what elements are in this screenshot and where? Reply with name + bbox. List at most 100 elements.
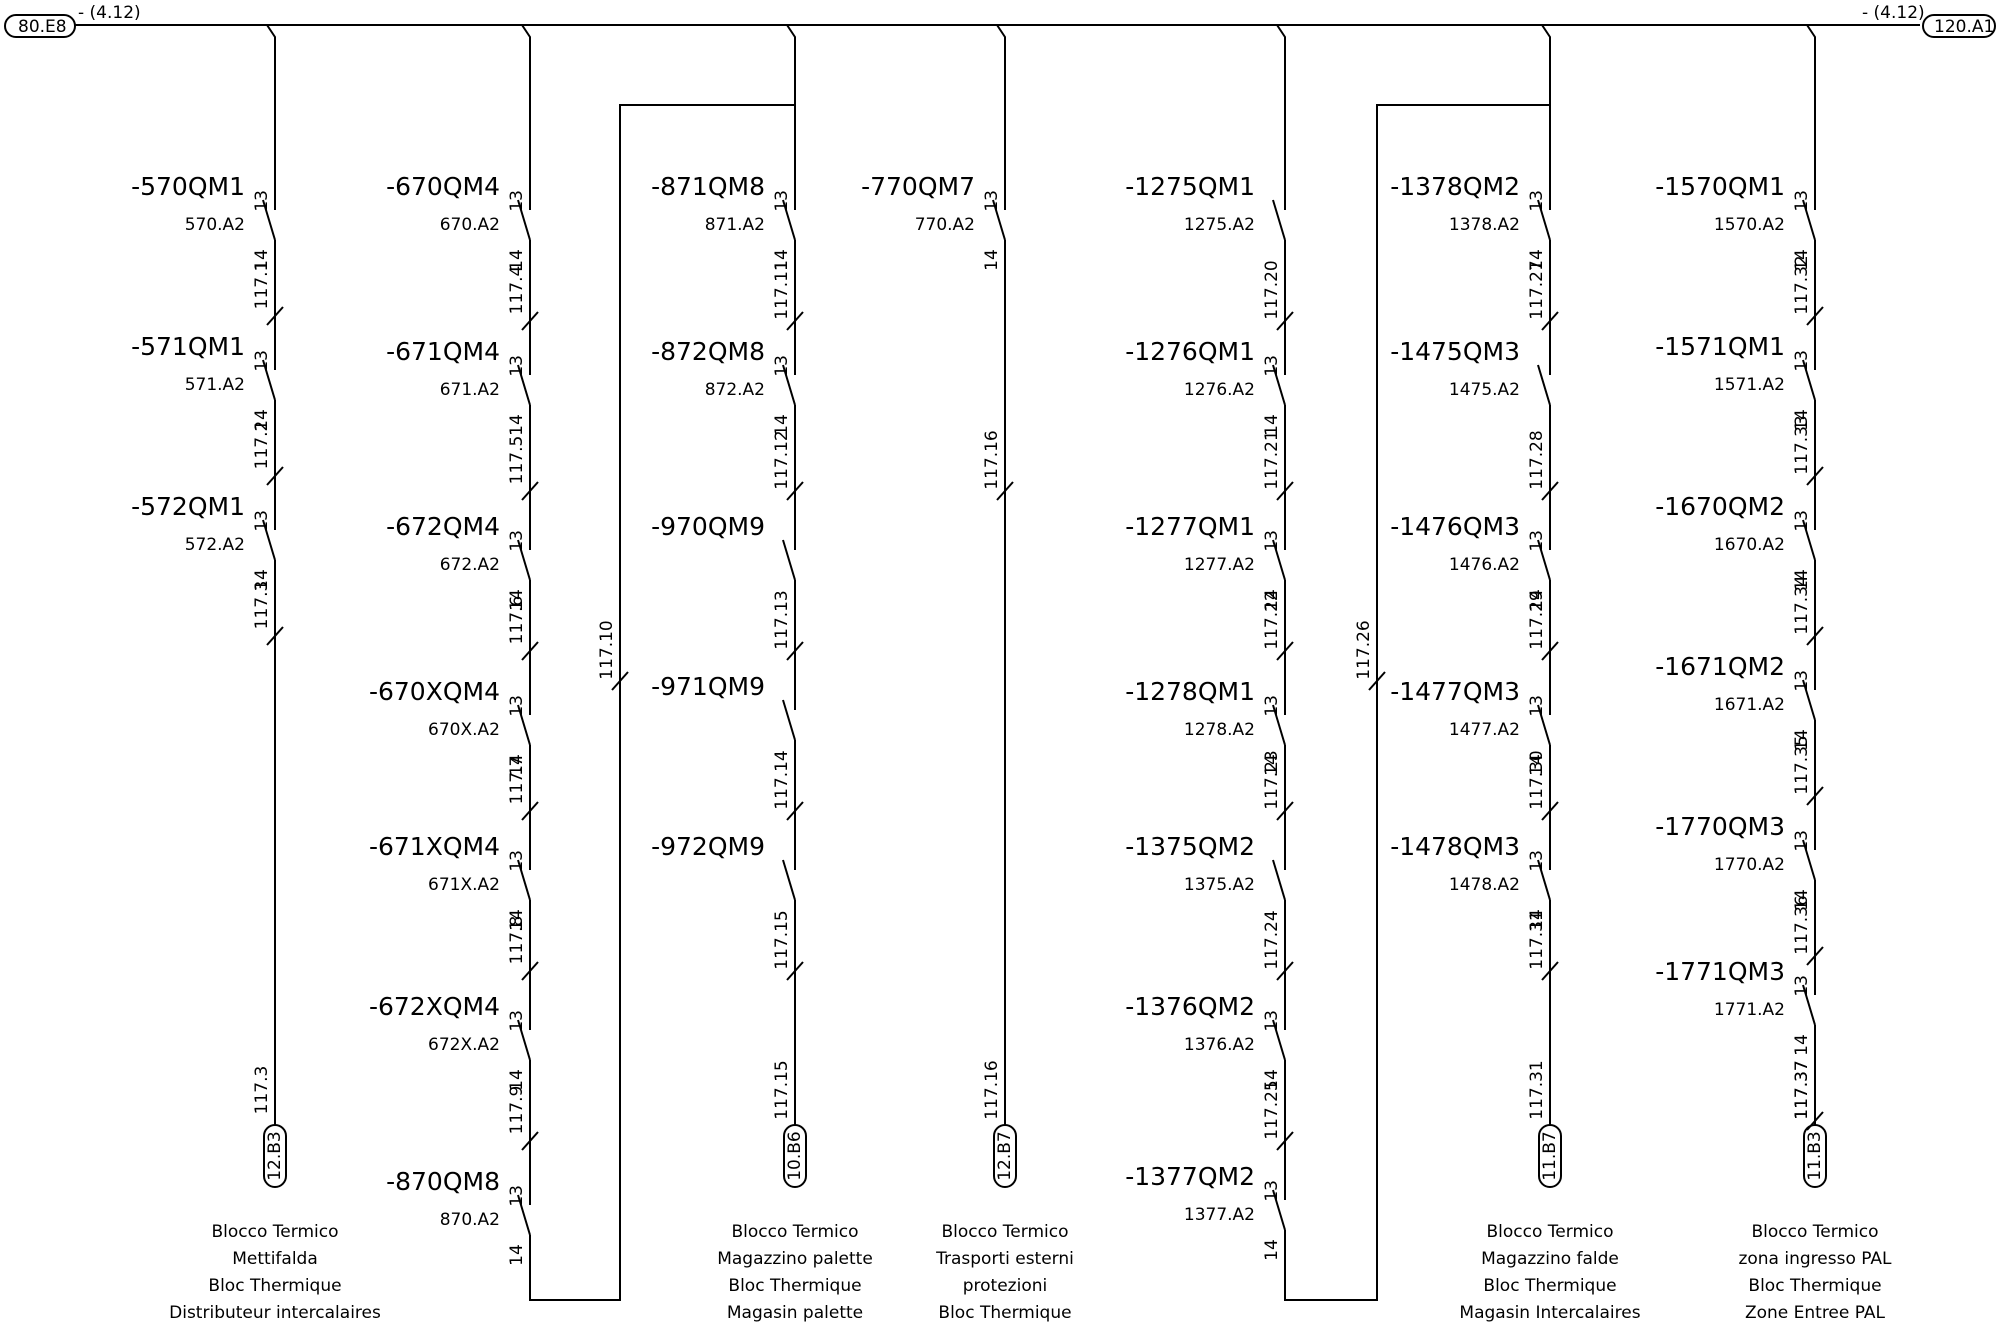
wire-number: 117.32 (1792, 255, 1812, 314)
wire-tick (1806, 466, 1824, 486)
return-loop (529, 104, 796, 1301)
device-name: -1278QM1 (1125, 677, 1255, 706)
device-ref: 672.A2 (440, 555, 500, 575)
device-name: -671XQM4 (369, 832, 500, 861)
terminal-13: 13 (1262, 530, 1282, 552)
bus-drop (786, 24, 796, 170)
caption-line: Distributeur intercalaires (169, 1303, 381, 1323)
bus-left-terminal (4, 14, 76, 38)
caption-line: Blocco Termico (212, 1222, 339, 1242)
loop-wire-number: 117.26 (1354, 620, 1374, 679)
device-ref: 1376.A2 (1184, 1035, 1255, 1055)
wire-tick (521, 961, 539, 981)
terminal-13: 13 (507, 1185, 527, 1207)
terminal-14: 14 (1792, 1034, 1812, 1056)
wire-tick (1541, 961, 1559, 981)
contact-blade (1802, 679, 1816, 721)
wire-number: 117.14 (772, 750, 792, 809)
wire-number: 117.13 (772, 590, 792, 649)
terminal-14: 14 (252, 409, 272, 431)
device-name: -670XQM4 (369, 677, 500, 706)
device-name: -572QM1 (131, 492, 245, 521)
terminal-14: 14 (1527, 754, 1547, 776)
device-ref: 670.A2 (440, 215, 500, 235)
contact-blade (1802, 519, 1816, 561)
wire-tick (1806, 626, 1824, 646)
wire-tick (786, 481, 804, 501)
bus-left-page: - (4.12) (78, 3, 141, 23)
device-ref: 1478.A2 (1449, 875, 1520, 895)
device-name: -570QM1 (131, 172, 245, 201)
wire-number: 117.16 (982, 430, 1002, 489)
terminal-13: 13 (982, 190, 1002, 212)
device-name: -1570QM1 (1655, 172, 1785, 201)
caption-line: Blocco Termico (1752, 1222, 1879, 1242)
bus-drop (1541, 24, 1551, 170)
terminal-14: 14 (1262, 754, 1282, 776)
terminal-13: 13 (507, 1010, 527, 1032)
device-ref: 670X.A2 (428, 720, 500, 740)
terminal-13: 13 (252, 510, 272, 532)
contact-blade (517, 364, 531, 406)
device-ref: 1475.A2 (1449, 380, 1520, 400)
contact-blade (1272, 199, 1286, 241)
wire-tick (786, 801, 804, 821)
device-name: -671QM4 (386, 337, 500, 366)
wire-tick (266, 306, 284, 326)
contact-blade (1802, 199, 1816, 241)
contact-blade (992, 199, 1006, 241)
caption-line: Magazzino palette (717, 1249, 873, 1269)
contact-blade (1537, 199, 1551, 241)
device-name: -1771QM3 (1655, 957, 1785, 986)
terminal-14: 14 (507, 249, 527, 271)
terminal-box (1538, 1124, 1562, 1188)
contact-blade (1802, 359, 1816, 401)
end-wire-number: 117.15 (772, 1060, 792, 1119)
device-name: -871QM8 (651, 172, 765, 201)
contact-blade (782, 859, 796, 901)
wire-tick (786, 641, 804, 661)
wire-number: 117.25 (1262, 1080, 1282, 1139)
wire-number: 117.4 (507, 266, 527, 315)
terminal-14: 14 (772, 249, 792, 271)
contact-blade (262, 199, 276, 241)
device-ref: 1277.A2 (1184, 555, 1255, 575)
wire-number: 117.21 (1262, 430, 1282, 489)
wire-tick (266, 466, 284, 486)
wire-number: 117.24 (1262, 910, 1282, 969)
wire-tick (521, 1131, 539, 1151)
device-ref: 1770.A2 (1714, 855, 1785, 875)
terminal-14: 14 (1262, 589, 1282, 611)
contact-blade (517, 199, 531, 241)
device-ref: 1377.A2 (1184, 1205, 1255, 1225)
terminal-ref: 11.B3 (1805, 1131, 1825, 1181)
contact-blade (1802, 839, 1816, 881)
terminal-13: 13 (507, 355, 527, 377)
device-name: -1378QM2 (1390, 172, 1520, 201)
terminal-14: 14 (1262, 414, 1282, 436)
device-name: -1476QM3 (1390, 512, 1520, 541)
device-ref: 770.A2 (915, 215, 975, 235)
wire-tick (786, 311, 804, 331)
wire-tick (521, 641, 539, 661)
bus-drop (1806, 24, 1816, 170)
terminal-13: 13 (252, 350, 272, 372)
contact-blade (782, 539, 796, 581)
terminal-ref: 12.B3 (265, 1131, 285, 1181)
contact-blade (1537, 859, 1551, 901)
terminal-13: 13 (1262, 355, 1282, 377)
caption-line: Bloc Thermique (1748, 1276, 1881, 1296)
bus-drop (266, 24, 276, 170)
terminal-14: 14 (1262, 1069, 1282, 1091)
caption-line: Magasin Intercalaires (1459, 1303, 1640, 1323)
wire-number: 117.31 (1527, 910, 1547, 969)
contact-blade (517, 1194, 531, 1236)
device-ref: 570.A2 (185, 215, 245, 235)
caption-line: zona ingresso PAL (1738, 1249, 1892, 1269)
device-name: -1670QM2 (1655, 492, 1785, 521)
caption-line: Magazzino falde (1481, 1249, 1619, 1269)
wire-tick (1276, 311, 1294, 331)
wire-number: 117.37 (1792, 1060, 1812, 1119)
wire-tick (1806, 786, 1824, 806)
contact-blade (1537, 539, 1551, 581)
